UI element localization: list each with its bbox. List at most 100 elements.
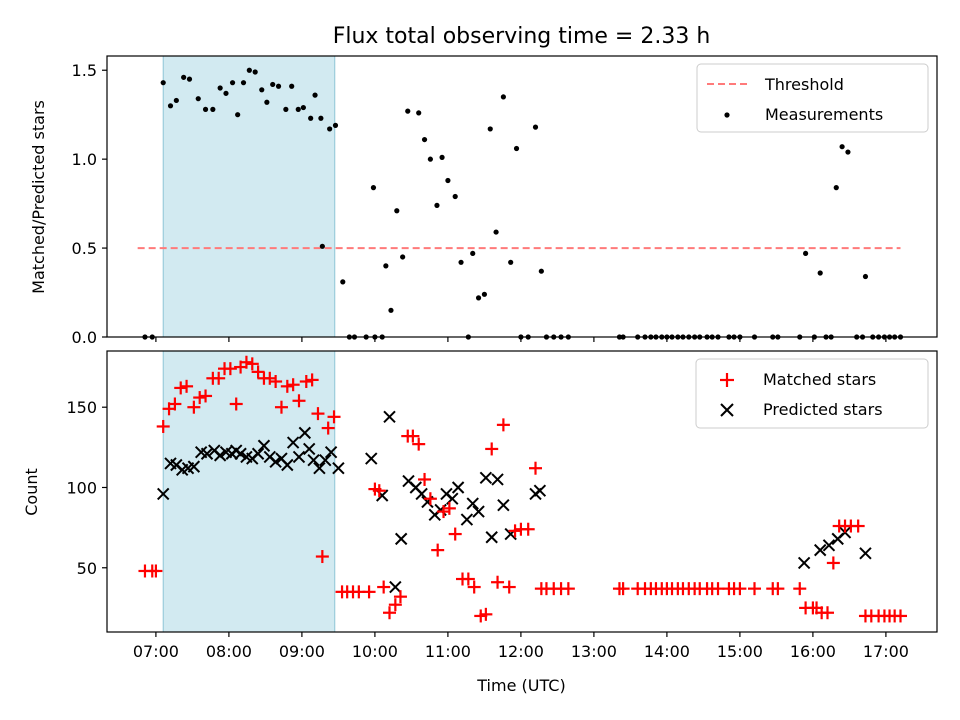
matched-point — [442, 501, 456, 515]
bottom-legend-box — [695, 358, 929, 429]
top-y-ticks: 0.0 0.5 1.0 1.5 — [72, 61, 107, 347]
measurement-point — [167, 103, 174, 109]
matched-point — [393, 590, 407, 604]
matched-point — [245, 357, 259, 371]
measurement-markers — [142, 67, 904, 340]
measurement-point — [445, 177, 451, 184]
predicted-point — [497, 498, 510, 512]
measurement-point — [839, 144, 845, 150]
y-tick-label: 50 — [77, 559, 97, 578]
x-tick-label: 11:00 — [425, 642, 471, 661]
x-tick-label: 07:00 — [133, 642, 179, 661]
threshold-legend-label: Threshold — [764, 75, 844, 94]
matched-point — [239, 355, 253, 369]
bottom-y-ticks: 50 100 150 — [66, 398, 107, 578]
observing-window-highlight — [162, 350, 336, 633]
x-tick-label: 17:00 — [863, 642, 909, 661]
measurement-point — [370, 185, 377, 191]
y-tick-label: 0.0 — [72, 328, 97, 347]
predicted-point — [822, 539, 836, 552]
bottom-legend: Matched stars Predicted stars — [695, 358, 929, 429]
measurement-point — [493, 229, 499, 235]
matched-point — [826, 556, 840, 570]
matched-point — [711, 582, 725, 596]
predicted-point — [813, 543, 827, 557]
measurement-point — [862, 273, 869, 280]
top-legend-box — [696, 63, 929, 133]
matched-point — [821, 606, 835, 620]
matched-point — [321, 421, 335, 435]
measurement-point — [405, 108, 411, 114]
x-tick-label: 14:00 — [644, 642, 690, 661]
matched-point — [479, 607, 493, 621]
matched-point — [156, 419, 170, 433]
y-tick-label: 150 — [66, 398, 97, 417]
predicted-point — [451, 481, 465, 494]
predicted-point — [394, 532, 408, 546]
matched-point — [388, 598, 402, 612]
matched-point — [448, 527, 462, 541]
matched-point — [269, 375, 283, 389]
measurements-legend-marker — [724, 112, 730, 118]
matched-point — [467, 580, 481, 594]
matched-point — [187, 400, 201, 414]
top-plot-frame — [106, 55, 938, 338]
predicted-point — [234, 447, 247, 460]
predicted-point — [332, 462, 345, 475]
measurements-legend-label: Measurements — [765, 105, 883, 124]
measurement-point — [383, 263, 389, 269]
matched-point — [174, 381, 188, 395]
matched-point — [431, 543, 445, 557]
predicted-point — [319, 453, 332, 467]
x-tick-label: 15:00 — [717, 642, 763, 661]
predicted-point — [797, 556, 811, 570]
matched-point — [485, 442, 499, 456]
predicted-point — [298, 426, 312, 440]
measurement-point — [327, 126, 333, 132]
predicted-point — [303, 442, 316, 456]
matched-point — [263, 371, 277, 385]
matched-point — [616, 582, 630, 596]
bottom-x-ticks: 07:00 08:00 09:00 10:00 11:00 12:00 13:00 14:00… — [133, 632, 909, 661]
measurement-point — [532, 124, 539, 130]
matched-point — [280, 379, 294, 393]
bottom-plot-frame — [106, 350, 938, 633]
top-legend: Threshold Measurements — [696, 63, 929, 133]
measurement-point — [173, 97, 179, 104]
predicted-point — [479, 471, 493, 485]
matched-point — [383, 606, 397, 620]
matched-point — [851, 519, 865, 533]
predicted-legend-label: Predicted stars — [763, 400, 883, 419]
matched-point — [748, 582, 762, 596]
predicted-point — [257, 439, 271, 452]
matched-point — [771, 582, 785, 596]
matched-legend-marker — [720, 373, 734, 387]
matched-point — [251, 365, 265, 379]
measurement-point — [160, 80, 166, 86]
measurement-point — [270, 81, 276, 88]
measurement-point — [388, 307, 394, 313]
y-tick-label: 100 — [66, 478, 97, 497]
matched-point — [168, 397, 182, 411]
measurement-point — [259, 87, 265, 93]
y-tick-label: 1.0 — [72, 150, 97, 169]
measurement-point — [217, 85, 223, 91]
predicted-point — [859, 547, 872, 560]
predicted-point — [200, 447, 214, 460]
measurement-point — [283, 106, 289, 112]
predicted-point — [286, 436, 300, 449]
matched-point — [292, 394, 306, 408]
matched-point — [561, 582, 575, 596]
y-tick-label: 0.5 — [72, 239, 97, 258]
measurement-point — [240, 80, 247, 86]
predicted-point — [157, 487, 170, 501]
measurement-point — [246, 67, 252, 73]
predicted-point — [415, 487, 428, 501]
measurement-point — [845, 149, 851, 155]
measurement-point — [275, 83, 282, 89]
predicted-point — [213, 449, 227, 462]
measurement-point — [252, 69, 258, 75]
matched-point — [894, 609, 908, 623]
measurement-point — [210, 106, 216, 112]
